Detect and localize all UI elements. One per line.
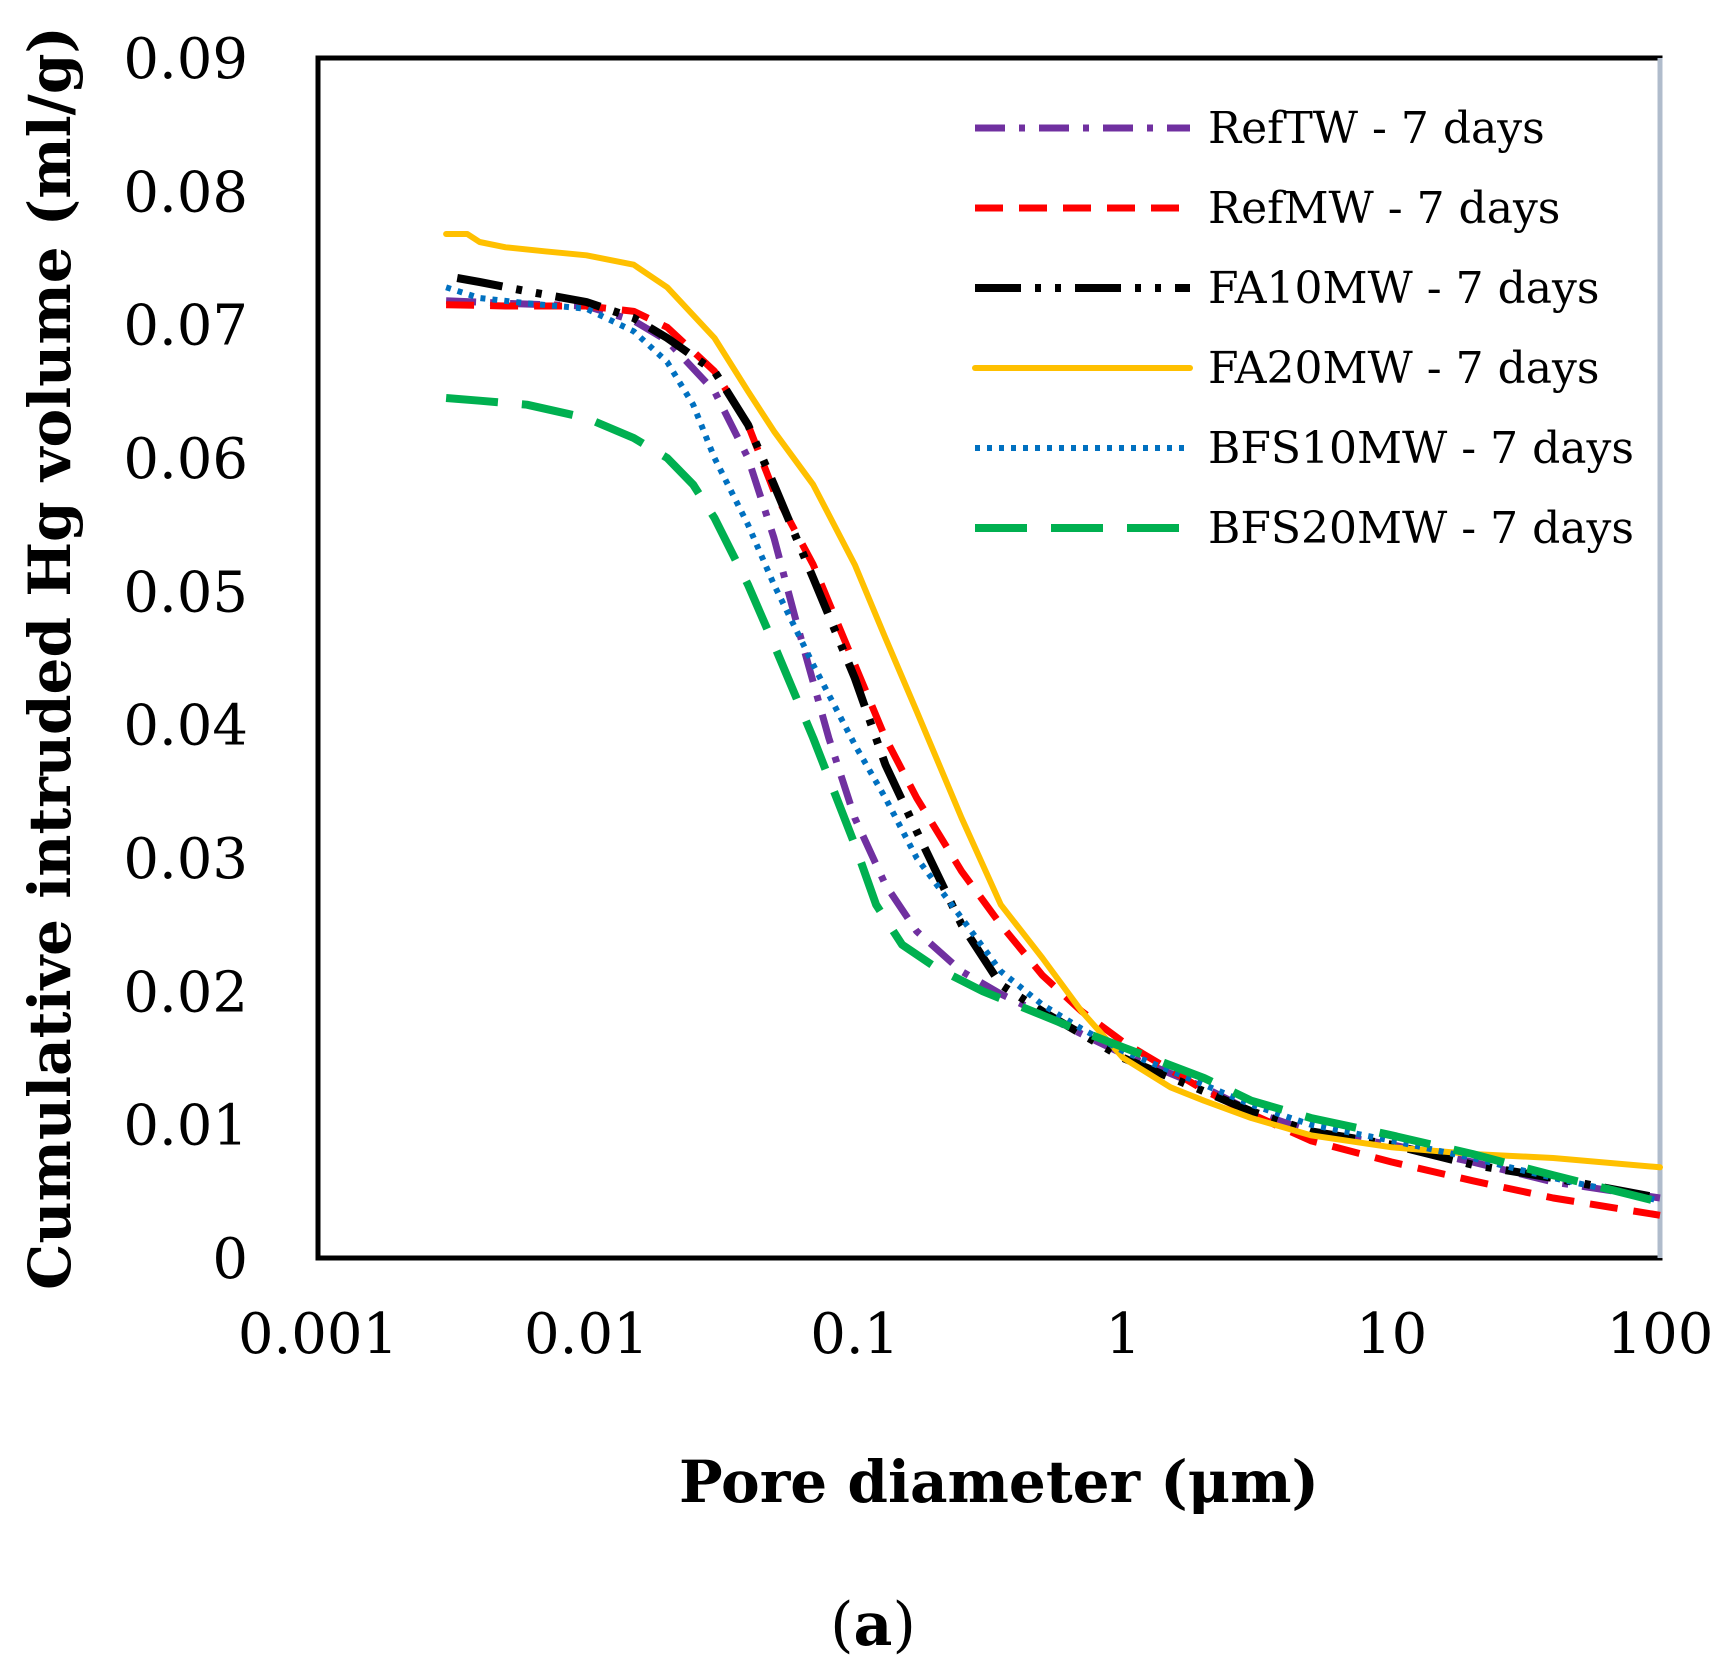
x-tick-labels: 0.001 0.01 0.1 1 10 100 (238, 1302, 1714, 1367)
x-tick-label: 100 (1607, 1302, 1714, 1367)
x-tick-label: 0.01 (524, 1302, 649, 1367)
legend-label: RefTW - 7 days (1208, 103, 1545, 154)
y-tick-label: 0.04 (123, 694, 248, 759)
legend-label: FA10MW - 7 days (1208, 263, 1599, 314)
x-tick-label: 1 (1105, 1302, 1141, 1367)
series-line-3 (456, 274, 1661, 1202)
legend-item: FA20MW - 7 days (972, 343, 1599, 394)
x-tick-label: 10 (1356, 1302, 1427, 1367)
legend-item: FA10MW - 7 days (975, 263, 1599, 314)
legend-item: BFS10MW - 7 days (975, 423, 1634, 474)
series-lines (443, 231, 1663, 1219)
y-tick-label: 0.01 (123, 1094, 248, 1159)
y-tick-label: 0.05 (123, 560, 248, 625)
y-tick-label: 0 (212, 1227, 248, 1292)
y-tick-label: 0.07 (123, 294, 248, 359)
legend-item: BFS20MW - 7 days (975, 503, 1634, 554)
series-line-5 (445, 284, 1661, 1204)
y-tick-label: 0.06 (123, 427, 248, 492)
series-line-6 (445, 394, 1661, 1206)
legend-item: RefMW - 7 days (975, 183, 1560, 234)
y-tick-label: 0.02 (123, 960, 248, 1025)
series-line-1 (445, 297, 1661, 1202)
figure-caption: (a) (830, 1590, 916, 1660)
series-line-2 (446, 301, 1661, 1219)
figure-caption-letter: a (854, 1590, 893, 1660)
legend-label: FA20MW - 7 days (1208, 343, 1599, 394)
x-tick-label: 0.001 (238, 1302, 398, 1367)
y-tick-label: 0.09 (123, 27, 248, 92)
legend: RefTW - 7 days RefMW - 7 days FA10MW - 7 d… (972, 103, 1634, 554)
y-axis-title: Cumulative intruded Hg volume (ml/g) (16, 26, 84, 1290)
x-tick-label: 0.1 (810, 1302, 899, 1367)
y-tick-labels: 0 0.01 0.02 0.03 0.04 0.05 0.06 0.07 0.08 0.09 (123, 27, 248, 1292)
y-tick-label: 0.03 (123, 827, 248, 892)
plot-area-frame (315, 55, 1663, 1261)
y-tick-label: 0.08 (123, 160, 248, 225)
legend-label: RefMW - 7 days (1208, 183, 1560, 234)
legend-item: RefTW - 7 days (975, 103, 1545, 154)
x-axis-title: Pore diameter (μm) (679, 1448, 1319, 1516)
legend-label: BFS10MW - 7 days (1208, 423, 1634, 474)
series-line-4 (443, 231, 1663, 1171)
legend-label: BFS20MW - 7 days (1208, 503, 1634, 554)
